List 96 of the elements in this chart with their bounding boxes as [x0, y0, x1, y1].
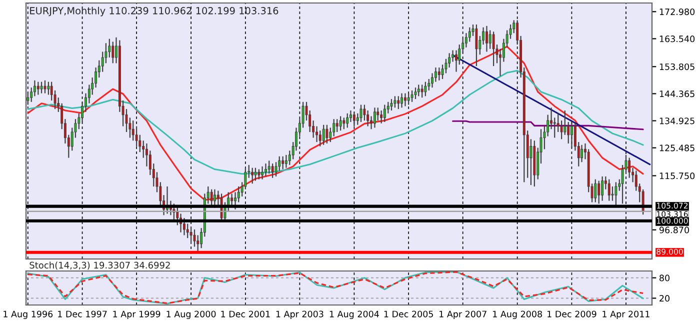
x-tick-label: 1 Aug 2000	[166, 310, 216, 320]
candlestick	[261, 166, 264, 180]
y-tick-label: 80	[660, 274, 670, 282]
x-tick-label: 1 Apr 2007	[440, 310, 486, 320]
line-series	[27, 70, 644, 175]
candlestick	[492, 31, 495, 67]
x-tick-label: 1 Apr 1999	[113, 310, 160, 320]
candlestick	[360, 104, 362, 123]
candlestick	[26, 91, 30, 106]
y-tick-label: 134.925	[660, 118, 694, 124]
candlestick	[376, 107, 380, 122]
candlestick	[352, 111, 356, 127]
candlestick	[190, 226, 192, 244]
candlestick	[318, 130, 322, 147]
candlestick	[580, 144, 583, 163]
candlestick	[40, 81, 43, 94]
candlestick	[530, 138, 532, 186]
candlestick	[394, 96, 396, 108]
y-tick-label: 153.805	[660, 63, 694, 70]
x-tick-label: 1 Aug 1996	[4, 310, 53, 320]
candlestick	[486, 25, 488, 52]
chart-title: Stoch(14,3,3) 19.3307 34.6992	[30, 262, 170, 270]
y-tick-label: 172.980	[660, 8, 695, 16]
candlestick	[594, 178, 597, 203]
candlestick	[282, 156, 284, 170]
candlestick	[363, 104, 366, 122]
candlestick	[598, 180, 600, 204]
candlestick	[268, 160, 270, 174]
candlestick	[183, 217, 186, 236]
candlestick	[336, 118, 338, 133]
candlestick	[468, 26, 471, 42]
candlestick	[112, 41, 114, 64]
candlestick	[614, 182, 618, 206]
y-tick-label: 144.365	[660, 90, 694, 98]
candlestick	[302, 101, 304, 128]
x-tick-label: 1 Dec 2009	[548, 310, 596, 318]
candlestick	[553, 117, 556, 138]
candlestick	[342, 117, 346, 130]
candlestick	[404, 92, 406, 107]
x-tick-label: 1 Aug 2008	[493, 310, 542, 320]
candlestick	[438, 66, 440, 81]
y-tick-label: 163.540	[660, 36, 695, 42]
candlestick	[284, 154, 288, 168]
candlestick	[410, 90, 414, 102]
candlestick	[44, 80, 46, 94]
candlestick	[455, 50, 458, 72]
candlestick	[374, 107, 376, 128]
candlestick	[570, 121, 573, 148]
candlestick	[251, 167, 254, 184]
x-tick-label: 1 Apr 2011	[602, 310, 650, 320]
candlestick	[608, 178, 610, 202]
candlestick	[488, 30, 492, 50]
candlestick	[601, 176, 604, 202]
candlestick	[424, 81, 427, 97]
candlestick	[397, 96, 400, 110]
candlestick	[230, 193, 234, 208]
x-tick-label: 1 Dec 1997	[58, 310, 107, 318]
candlestick	[326, 124, 328, 144]
candlestick	[271, 162, 274, 178]
candlestick	[36, 81, 40, 96]
x-tick-label: 1 Apr 2003	[276, 310, 324, 320]
candlestick	[54, 90, 56, 110]
candlestick	[560, 120, 563, 140]
candlestick	[322, 124, 325, 146]
candlestick	[420, 84, 424, 98]
candlestick	[329, 127, 332, 143]
y-tick-label: 125.485	[660, 144, 694, 152]
candlestick	[383, 104, 386, 123]
candlestick	[564, 110, 566, 136]
candlestick	[407, 92, 410, 106]
candlestick	[386, 101, 390, 114]
candlestick	[346, 112, 349, 128]
x-tick-label: 1 Dec 2005	[384, 310, 433, 318]
x-tick-label: 1 Dec 2001	[221, 310, 270, 318]
x-tick-label: 1 Aug 2004	[330, 310, 379, 320]
candlestick	[400, 92, 403, 108]
candlestick	[193, 228, 196, 248]
candlestick	[390, 98, 393, 112]
candlestick	[380, 110, 383, 124]
candlestick	[611, 186, 614, 202]
candlestick	[254, 167, 257, 182]
line-series	[27, 271, 644, 304]
chart-title: EURJPY,Monthly 110.239 110.962 102.199 103.316	[30, 6, 278, 16]
candlestick	[417, 84, 420, 97]
candlestick	[258, 168, 260, 180]
y-tick-label: 96.870	[659, 226, 689, 234]
candlestick	[339, 116, 342, 132]
line-series	[452, 120, 644, 130]
candlestick	[628, 157, 631, 178]
y-tick-label: 115.750	[660, 172, 695, 180]
candlestick	[264, 162, 267, 177]
candlestick	[475, 24, 478, 67]
candlestick	[47, 81, 50, 96]
candlestick	[210, 188, 213, 208]
candlestick	[414, 87, 417, 100]
y-tick-label: 20	[660, 295, 670, 302]
